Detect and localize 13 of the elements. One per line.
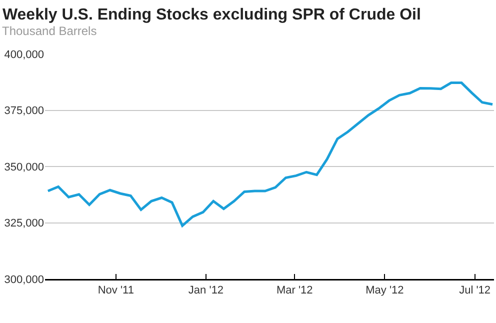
y-tick-label: 325,000 (4, 218, 44, 230)
x-tick-label: Jul '12 (459, 284, 491, 297)
x-tick-label: May '12 (366, 284, 404, 297)
y-tick-label: 375,000 (4, 105, 44, 118)
y-tick-label: 350,000 (4, 161, 44, 174)
y-tick-label: 400,000 (4, 48, 44, 61)
x-tick-label: Mar '12 (276, 284, 313, 297)
line-series (46, 82, 494, 227)
chart-title: Weekly U.S. Ending Stocks excluding SPR of Crude Oil (2, 6, 421, 24)
y-tick-label: 300,000 (4, 274, 44, 286)
y-axis-title: Thousand Barrels (2, 24, 97, 38)
x-tick-label: Nov '11 (98, 284, 134, 297)
x-tick-label: Jan '12 (188, 284, 224, 297)
